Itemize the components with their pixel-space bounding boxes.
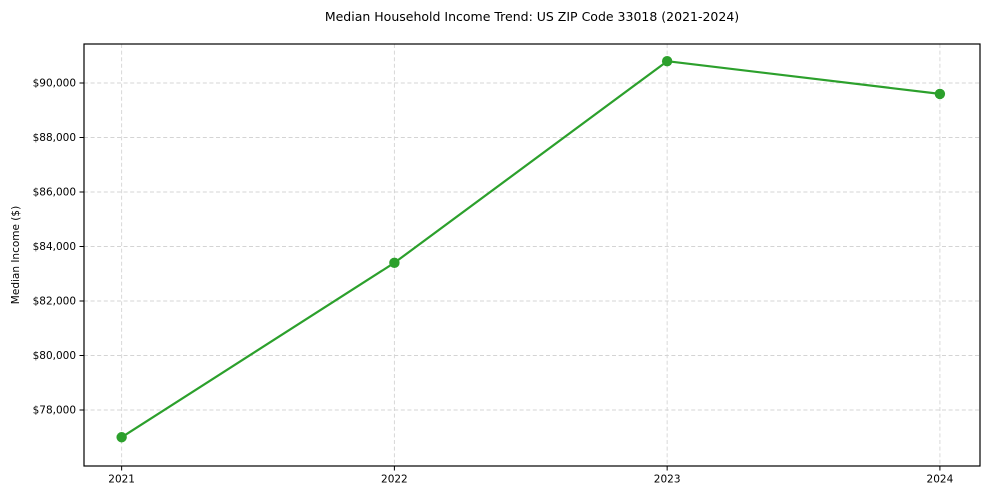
- y-tick-label: $78,000: [33, 405, 76, 417]
- y-tick-label: $84,000: [33, 241, 76, 253]
- x-tick-label: 2022: [381, 474, 408, 486]
- chart-title: Median Household Income Trend: US ZIP Co…: [324, 9, 740, 24]
- gridlines: [84, 44, 980, 466]
- axis-ticks: [79, 82, 941, 471]
- y-tick-label: $86,000: [33, 187, 76, 199]
- data-point-marker: [934, 88, 946, 100]
- trend-line-group: [120, 60, 942, 439]
- x-tick-label: 2023: [654, 474, 681, 486]
- y-tick-label: $82,000: [33, 296, 76, 308]
- plot-border: [83, 43, 981, 467]
- trend-line: [120, 60, 942, 439]
- data-point-marker: [116, 432, 127, 443]
- tick-labels: $78,000 $80,000 $82,000 $84,000 $86,000 $88,0…: [33, 78, 954, 486]
- data-point-marker: [389, 257, 400, 269]
- data-markers: [116, 55, 946, 443]
- y-tick-label: $88,000: [33, 132, 76, 144]
- y-tick-label: $90,000: [33, 78, 76, 90]
- data-point-marker: [661, 55, 673, 67]
- x-tick-label: 2024: [927, 474, 954, 486]
- y-tick-label: $80,000: [33, 350, 76, 362]
- x-tick-label: 2021: [108, 474, 135, 486]
